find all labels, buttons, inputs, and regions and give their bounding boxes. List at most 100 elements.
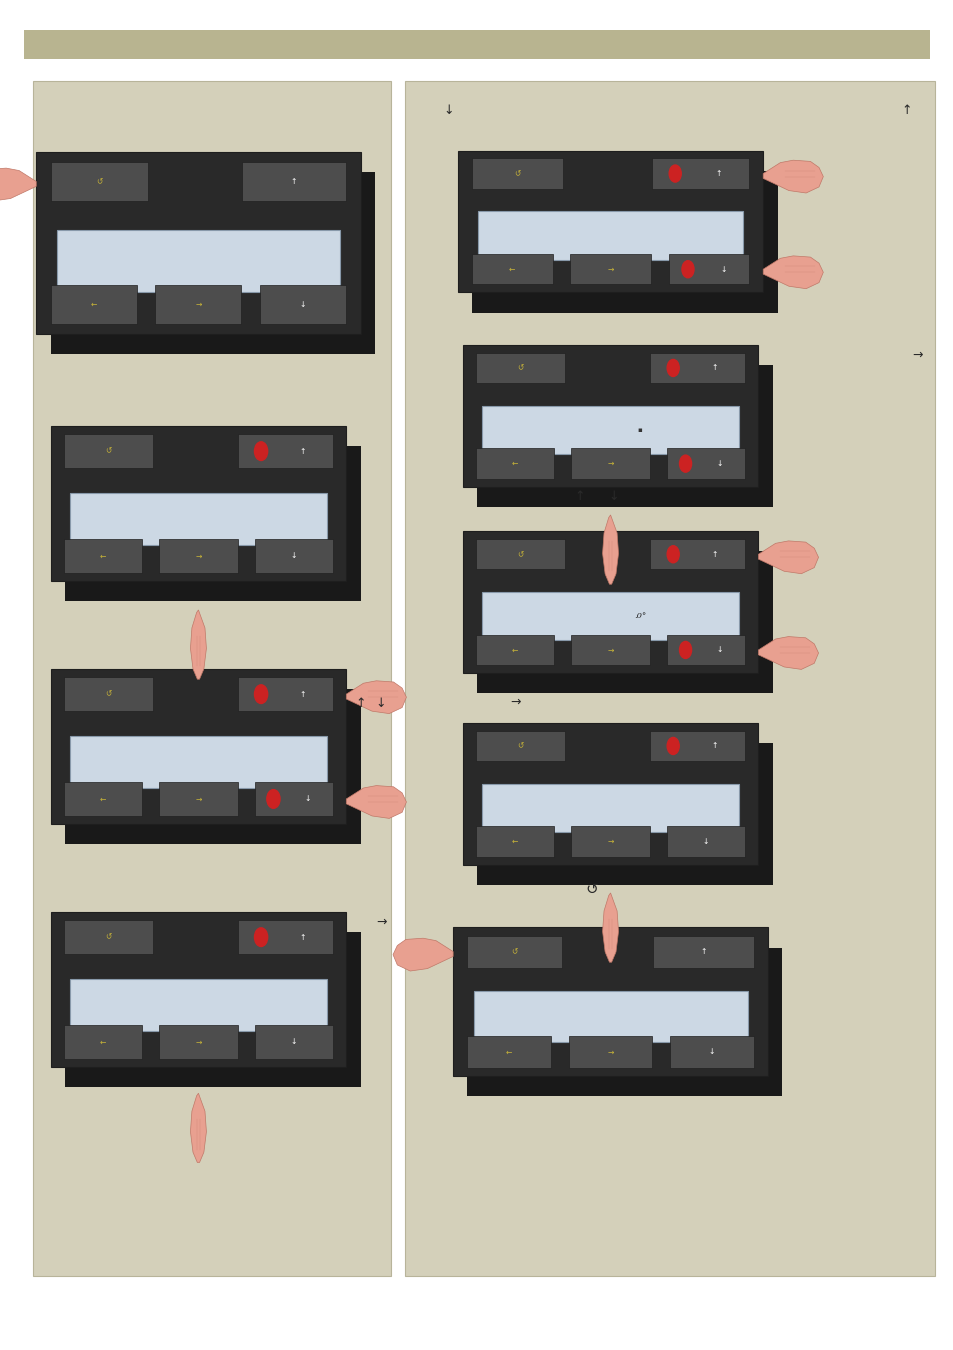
FancyBboxPatch shape	[571, 826, 649, 857]
FancyBboxPatch shape	[467, 936, 561, 968]
Text: ↑: ↑	[900, 104, 911, 116]
FancyBboxPatch shape	[159, 782, 237, 815]
Circle shape	[267, 790, 280, 809]
Text: ↺: ↺	[105, 933, 112, 942]
Circle shape	[666, 737, 679, 755]
Text: →: →	[195, 551, 201, 560]
Text: →: →	[607, 1048, 613, 1056]
Text: ←: ←	[512, 837, 517, 846]
Circle shape	[681, 261, 693, 278]
Text: ←: ←	[512, 459, 517, 468]
FancyBboxPatch shape	[64, 1025, 142, 1058]
FancyBboxPatch shape	[51, 173, 375, 355]
FancyBboxPatch shape	[24, 30, 929, 59]
Text: ←: ←	[91, 300, 97, 309]
Text: →: →	[607, 837, 613, 846]
Polygon shape	[393, 938, 453, 971]
Text: ↑: ↑	[299, 447, 306, 456]
FancyBboxPatch shape	[476, 826, 554, 857]
FancyBboxPatch shape	[33, 81, 391, 1276]
Text: ↑: ↑	[299, 690, 306, 699]
Polygon shape	[0, 169, 36, 201]
FancyBboxPatch shape	[65, 690, 360, 845]
Text: ↺: ↺	[96, 177, 103, 186]
FancyBboxPatch shape	[476, 551, 772, 694]
Text: ↓: ↓	[304, 794, 311, 803]
FancyBboxPatch shape	[65, 931, 360, 1088]
Text: →: →	[195, 300, 201, 309]
FancyBboxPatch shape	[476, 634, 554, 666]
Polygon shape	[191, 610, 206, 679]
Polygon shape	[762, 161, 822, 193]
FancyBboxPatch shape	[666, 448, 744, 479]
Circle shape	[668, 165, 680, 182]
Text: ↓: ↓	[708, 1048, 715, 1056]
Text: ↑: ↑	[700, 948, 706, 956]
FancyBboxPatch shape	[473, 991, 747, 1042]
FancyBboxPatch shape	[476, 352, 564, 383]
FancyBboxPatch shape	[51, 668, 346, 824]
Text: ↺: ↺	[105, 447, 112, 456]
FancyBboxPatch shape	[471, 254, 552, 285]
Circle shape	[666, 545, 679, 563]
Text: →: →	[509, 697, 520, 709]
Text: ←: ←	[100, 794, 106, 803]
Circle shape	[666, 359, 679, 377]
Circle shape	[254, 441, 268, 460]
Text: ↑: ↑	[299, 933, 306, 942]
Text: ↓: ↓	[291, 1037, 296, 1046]
FancyBboxPatch shape	[453, 927, 767, 1076]
FancyBboxPatch shape	[476, 366, 772, 508]
FancyBboxPatch shape	[476, 730, 564, 761]
FancyBboxPatch shape	[57, 231, 339, 292]
FancyBboxPatch shape	[668, 254, 749, 285]
FancyBboxPatch shape	[571, 634, 649, 666]
FancyBboxPatch shape	[650, 352, 744, 383]
Text: ↺: ↺	[514, 169, 520, 178]
FancyBboxPatch shape	[64, 678, 152, 711]
FancyBboxPatch shape	[64, 921, 152, 954]
Text: ↺: ↺	[105, 690, 112, 699]
Circle shape	[679, 641, 691, 659]
FancyBboxPatch shape	[477, 212, 742, 259]
Text: ↓: ↓	[702, 837, 708, 846]
Text: →: →	[375, 915, 387, 929]
FancyBboxPatch shape	[568, 1035, 652, 1068]
Text: ←: ←	[505, 1048, 512, 1056]
Text: ←: ←	[100, 1037, 106, 1046]
FancyBboxPatch shape	[64, 782, 142, 815]
Polygon shape	[602, 514, 618, 585]
FancyBboxPatch shape	[238, 678, 333, 711]
FancyBboxPatch shape	[481, 784, 739, 832]
Text: ←: ←	[100, 551, 106, 560]
Polygon shape	[602, 892, 618, 963]
FancyBboxPatch shape	[242, 162, 346, 201]
Text: ↓: ↓	[291, 551, 296, 560]
Text: ▪: ▪	[638, 427, 641, 433]
FancyBboxPatch shape	[462, 346, 758, 487]
Text: ↑: ↑	[291, 177, 297, 186]
Text: ↺: ↺	[517, 549, 523, 559]
FancyBboxPatch shape	[70, 979, 327, 1031]
FancyBboxPatch shape	[467, 948, 781, 1096]
Text: ↓: ↓	[716, 645, 722, 655]
FancyBboxPatch shape	[254, 539, 333, 572]
FancyBboxPatch shape	[238, 435, 333, 468]
Text: →: →	[607, 265, 613, 274]
FancyBboxPatch shape	[64, 435, 152, 468]
FancyBboxPatch shape	[666, 826, 744, 857]
FancyBboxPatch shape	[70, 493, 327, 545]
FancyBboxPatch shape	[51, 162, 148, 201]
Circle shape	[254, 684, 268, 703]
Text: →: →	[195, 794, 201, 803]
Text: ←: ←	[508, 265, 515, 274]
Text: ↑: ↑	[711, 363, 718, 373]
FancyBboxPatch shape	[670, 1035, 753, 1068]
Text: ↺: ↺	[511, 948, 517, 956]
FancyBboxPatch shape	[51, 285, 136, 324]
FancyBboxPatch shape	[51, 427, 346, 580]
Text: ↑: ↑	[711, 741, 718, 751]
FancyBboxPatch shape	[651, 158, 749, 189]
Polygon shape	[346, 680, 406, 714]
FancyBboxPatch shape	[260, 285, 346, 324]
